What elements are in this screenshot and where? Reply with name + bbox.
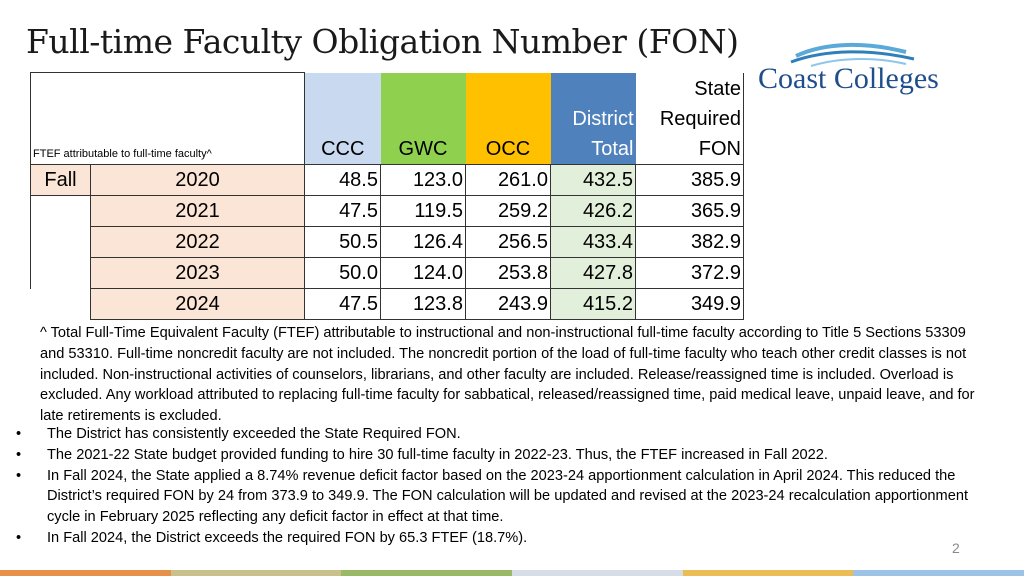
table-row: 2023 50.0 124.0 253.8 427.8 372.9	[30, 257, 744, 289]
bullet-marker: •	[16, 426, 22, 442]
bullet-list: • The District has consistently exceeded …	[16, 424, 996, 549]
occ-cell: 261.0	[465, 164, 551, 196]
gwc-header: GWC	[380, 72, 466, 165]
occ-cell: 253.8	[465, 257, 551, 289]
state-fon-cell: 385.9	[635, 164, 744, 196]
page-number: 2	[952, 540, 960, 556]
ccc-header: CCC	[304, 72, 381, 165]
bullet-text: The District has consistently exceeded t…	[47, 426, 461, 442]
district-header-line1: District	[572, 108, 634, 130]
district-total-cell: 415.2	[550, 288, 636, 320]
state-fon-cell: 365.9	[635, 195, 744, 227]
bullet-item: • The District has consistently exceeded …	[16, 424, 996, 445]
state-fon-cell: 382.9	[635, 226, 744, 258]
table-row: Fall 2020 48.5 123.0 261.0 432.5 385.9	[30, 164, 744, 196]
year-cell: 2024	[90, 288, 305, 320]
year-cell: 2020	[90, 164, 305, 196]
year-cell: 2021	[90, 195, 305, 227]
table-row: 2022 50.5 126.4 256.5 433.4 382.9	[30, 226, 744, 258]
state-header-line2: Required	[659, 108, 741, 130]
year-cell: 2022	[90, 226, 305, 258]
term-cell: Fall	[30, 164, 91, 196]
bottom-bar-segment	[682, 570, 854, 576]
term-blank-cell	[30, 257, 91, 289]
fon-table: FTEF attributable to full-time faculty^ …	[30, 72, 744, 320]
ftef-label-header: FTEF attributable to full-time faculty^	[30, 72, 305, 165]
bottom-bar-segment	[170, 570, 342, 576]
coast-colleges-logo: Coast Colleges	[756, 40, 956, 100]
occ-header: OCC	[465, 72, 551, 165]
state-header-line1: State	[694, 78, 741, 100]
term-blank-cell	[31, 289, 91, 320]
bullet-item: • In Fall 2024, the District exceeds the …	[16, 528, 996, 549]
district-total-cell: 433.4	[550, 226, 636, 258]
ccc-cell: 47.5	[304, 288, 381, 320]
state-fon-cell: 349.9	[635, 288, 744, 320]
term-blank-cell	[30, 195, 91, 227]
gwc-cell: 123.0	[380, 164, 466, 196]
bullet-text: In Fall 2024, the District exceeds the r…	[47, 529, 528, 546]
ccc-cell: 47.5	[304, 195, 381, 227]
gwc-cell: 126.4	[380, 226, 466, 258]
gwc-cell: 123.8	[380, 288, 466, 320]
bullet-marker: •	[16, 529, 22, 546]
state-header-line3: FON	[698, 138, 741, 160]
decorative-bottom-bar	[0, 570, 1024, 576]
bullet-marker: •	[16, 446, 22, 463]
term-blank-cell	[30, 226, 91, 258]
ccc-cell: 50.5	[304, 226, 381, 258]
district-total-header: District Total	[550, 72, 636, 165]
bullet-marker: •	[16, 467, 22, 484]
bottom-bar-segment	[853, 570, 1024, 576]
ccc-cell: 50.0	[304, 257, 381, 289]
district-total-cell: 432.5	[550, 164, 636, 196]
bullet-item: • The 2021-22 State budget provided fundi…	[16, 445, 996, 466]
state-fon-cell: 372.9	[635, 257, 744, 289]
district-total-cell: 427.8	[550, 257, 636, 289]
bottom-bar-segment	[341, 570, 513, 576]
state-required-fon-header: State Required FON	[635, 72, 744, 165]
bottom-bar-segment	[512, 570, 683, 576]
district-total-cell: 426.2	[550, 195, 636, 227]
table-row: 2021 47.5 119.5 259.2 426.2 365.9	[30, 195, 744, 227]
occ-cell: 259.2	[465, 195, 551, 227]
district-header-line2: Total	[591, 138, 634, 160]
slide-title: Full-time Faculty Obligation Number (FON…	[26, 22, 739, 61]
occ-cell: 256.5	[465, 226, 551, 258]
occ-cell: 243.9	[465, 288, 551, 320]
table-row: 2024 47.5 123.8 243.9 415.2 349.9	[31, 288, 744, 320]
ccc-cell: 48.5	[304, 164, 381, 196]
bullet-text: The 2021-22 State budget provided fundin…	[47, 446, 828, 463]
year-cell: 2023	[90, 257, 305, 289]
gwc-cell: 124.0	[380, 257, 466, 289]
bullet-item: • In Fall 2024, the State applied a 8.74%…	[16, 466, 996, 528]
gwc-cell: 119.5	[380, 195, 466, 227]
table-header-row: FTEF attributable to full-time faculty^ …	[30, 72, 744, 165]
svg-text:Coast Colleges: Coast Colleges	[758, 62, 939, 95]
bullet-text: In Fall 2024, the State applied a 8.74% …	[47, 467, 968, 526]
coast-colleges-logo-graphic: Coast Colleges	[758, 42, 939, 95]
bottom-bar-segment	[0, 570, 171, 576]
ftef-footnote: ^ Total Full-Time Equivalent Faculty (FT…	[40, 325, 975, 425]
